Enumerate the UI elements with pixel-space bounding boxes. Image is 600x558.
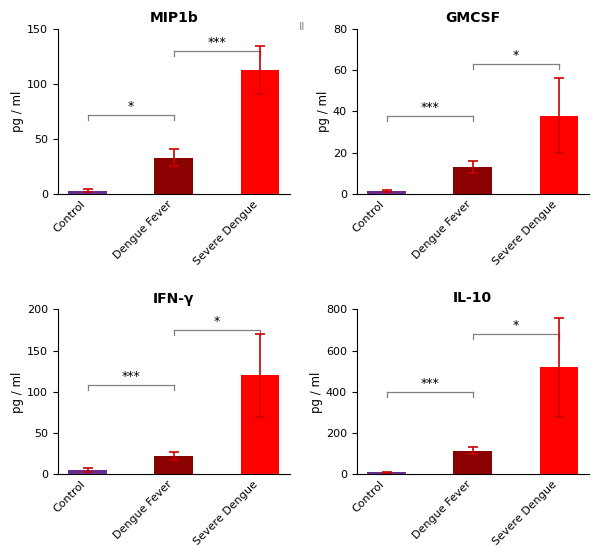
Title: MIP1b: MIP1b [149,11,198,25]
Bar [454,167,492,194]
Text: *: * [513,49,519,62]
Bar [68,190,107,194]
Y-axis label: pg / ml: pg / ml [11,371,24,412]
Y-axis label: pg / ml: pg / ml [11,91,24,132]
Text: ***: *** [208,36,226,49]
Title: IFN-γ: IFN-γ [153,291,194,305]
Bar [454,450,492,474]
Bar [68,470,107,474]
Y-axis label: pg / ml: pg / ml [310,371,323,412]
Bar [154,157,193,194]
Y-axis label: pg / ml: pg / ml [317,91,330,132]
Title: GMCSF: GMCSF [445,11,500,25]
Text: *: * [214,315,220,328]
Text: ***: *** [121,371,140,383]
Bar [154,456,193,474]
Text: *: * [128,100,134,113]
Bar [367,191,406,194]
Text: Ⅱ: Ⅱ [299,22,304,32]
Bar [241,376,280,474]
Text: ***: *** [421,377,439,390]
Bar [367,472,406,474]
Bar [539,116,578,194]
Bar [539,367,578,474]
Title: IL-10: IL-10 [453,291,493,305]
Bar [241,70,280,194]
Text: ***: *** [421,100,439,114]
Text: *: * [513,319,519,332]
